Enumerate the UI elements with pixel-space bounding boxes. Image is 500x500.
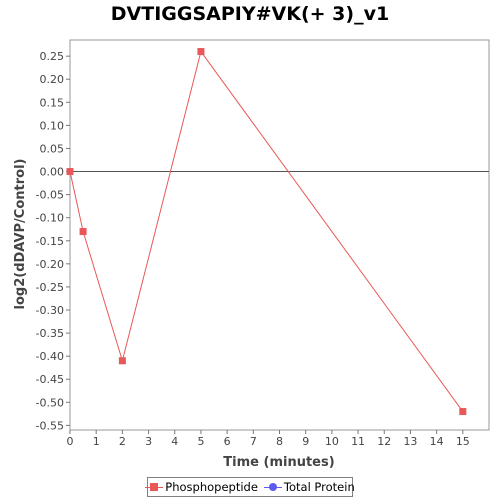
y-tick-label: -0.20: [36, 258, 64, 271]
x-tick-label: 14: [430, 435, 444, 448]
circle-marker-icon: [263, 482, 282, 492]
data-point: [459, 408, 467, 416]
y-tick-label: -0.35: [36, 327, 64, 340]
x-tick-label: 7: [250, 435, 257, 448]
legend-item-phosphopeptide: Phosphopeptide: [145, 480, 258, 494]
legend-label-total-protein: Total Protein: [283, 480, 355, 494]
x-tick-label: 5: [197, 435, 204, 448]
data-point: [66, 168, 74, 176]
y-tick-label: 0.10: [40, 119, 65, 132]
x-tick-label: 3: [145, 435, 152, 448]
square-marker-icon: [145, 482, 164, 492]
legend-item-total-protein: Total Protein: [263, 480, 355, 494]
y-tick-label: 0.00: [40, 166, 65, 179]
y-tick-label: 0.15: [40, 96, 65, 109]
x-tick-label: 8: [276, 435, 283, 448]
x-tick-label: 2: [119, 435, 126, 448]
x-tick-label: 0: [67, 435, 74, 448]
y-tick-label: -0.05: [36, 189, 64, 202]
legend-label-phosphopeptide: Phosphopeptide: [165, 480, 258, 494]
y-tick-label: -0.10: [36, 212, 64, 225]
x-tick-label: 1: [93, 435, 100, 448]
series-layer: [66, 48, 467, 416]
x-tick-label: 9: [302, 435, 309, 448]
y-tick-label: -0.30: [36, 304, 64, 317]
y-tick-label: 0.20: [40, 73, 65, 86]
legend: Phosphopeptide Total Protein: [145, 477, 355, 497]
y-tick-label: -0.25: [36, 281, 64, 294]
x-tick-label: 15: [456, 435, 470, 448]
chart-title: DVTIGGSAPIY#VK(+ 3)_v1: [110, 3, 390, 25]
y-tick-label: -0.45: [36, 373, 64, 386]
x-tick-label: 6: [224, 435, 231, 448]
data-point: [118, 357, 126, 365]
x-tick-label: 11: [351, 435, 365, 448]
plot-border: [69, 39, 490, 431]
x-tick-label: 4: [171, 435, 178, 448]
y-tick-label: -0.50: [36, 396, 64, 409]
data-point: [197, 48, 205, 56]
y-axis-title: log2(dDAVP/Control): [13, 159, 28, 310]
x-tick-label: 10: [325, 435, 339, 448]
x-axis: 0 1 2 3 4 5 6 7 8 9 10 11 12 13 14 15: [67, 430, 470, 448]
y-tick-label: -0.15: [36, 235, 64, 248]
plot-area: [69, 39, 490, 431]
x-tick-label: 13: [403, 435, 417, 448]
y-tick-label: -0.55: [36, 419, 64, 432]
x-tick-label: 12: [377, 435, 391, 448]
y-tick-label: 0.25: [40, 50, 65, 63]
y-tick-label: -0.40: [36, 350, 64, 363]
x-axis-title: Time (minutes): [223, 455, 334, 470]
data-point: [79, 228, 87, 236]
y-axis: 0.25 0.20 0.15 0.10 0.05 0.00 -0.05 -0.10 -0.15 -…: [36, 50, 70, 432]
y-tick-label: 0.05: [40, 142, 65, 155]
